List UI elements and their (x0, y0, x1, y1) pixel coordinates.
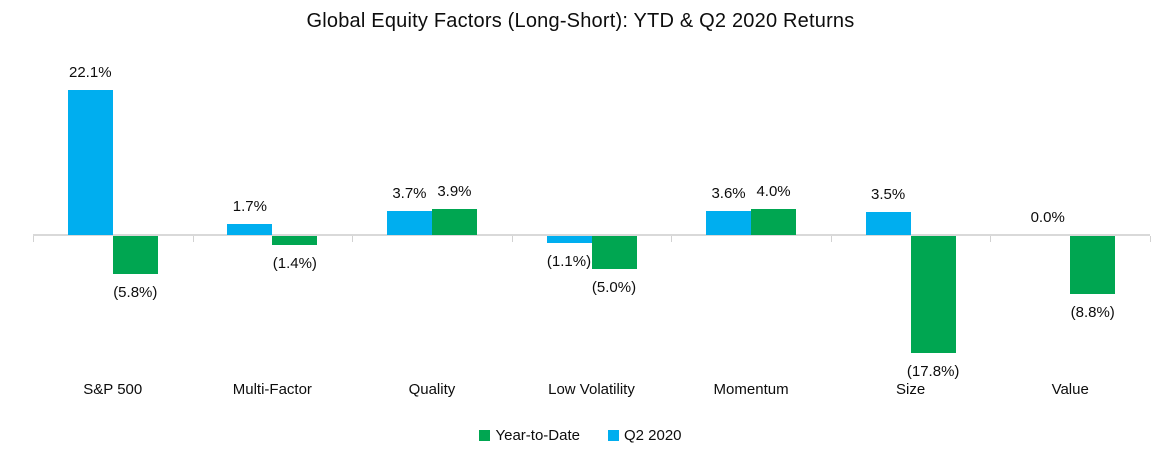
axis-tick (831, 236, 832, 242)
value-label: (5.0%) (591, 278, 637, 296)
axis-tick (193, 236, 194, 242)
value-label: 0.0% (1030, 209, 1065, 226)
value-label: (5.8%) (113, 284, 158, 302)
axis-tick (33, 236, 34, 242)
value-label: 4.0% (756, 182, 791, 200)
bar-q2-2020-multi-factor (227, 223, 273, 235)
axis-tick (671, 236, 672, 242)
legend-swatch-icon (607, 430, 619, 441)
value-label: (1.4%) (272, 255, 317, 273)
bar-year-to-date-low-volatility (591, 236, 637, 269)
legend-swatch-icon (479, 430, 491, 441)
category-label-size: Size (896, 381, 926, 398)
category-label-multi-factor: Multi-Factor (232, 381, 312, 398)
category-label-momentum: Momentum (713, 381, 789, 398)
legend: Year-to-Date Q2 2020 (0, 427, 1161, 444)
bar-year-to-date-multi-factor (272, 236, 318, 246)
legend-label: Year-to-Date (495, 427, 580, 444)
category-label-value: Value (1051, 381, 1089, 398)
axis-tick (512, 236, 513, 242)
bar-year-to-date-s-p-500 (112, 236, 158, 275)
value-label: 22.1% (69, 64, 112, 82)
bar-q2-2020-quality (386, 210, 432, 235)
bar-year-to-date-momentum (751, 208, 797, 235)
value-label: (17.8%) (906, 362, 960, 380)
category-label-quality: Quality (408, 381, 456, 398)
x-axis-line (33, 234, 1150, 236)
axis-tick (990, 236, 991, 242)
bar-year-to-date-quality (431, 209, 477, 235)
axis-tick (352, 236, 353, 242)
legend-item-year-to-date: Year-to-Date (479, 427, 580, 444)
value-label: 1.7% (232, 197, 267, 215)
value-label: (1.1%) (546, 253, 592, 271)
bar-q2-2020-size (865, 212, 911, 235)
value-label: 3.7% (392, 184, 427, 202)
bar-q2-2020-low-volatility (546, 236, 592, 244)
bar-q2-2020-momentum (706, 211, 752, 235)
category-label-s-p-500: S&P 500 (83, 381, 143, 398)
value-label: 3.6% (711, 185, 746, 203)
chart-title: Global Equity Factors (Long-Short): YTD … (306, 10, 855, 32)
value-label: 3.9% (437, 183, 472, 201)
bar-q2-2020-s-p-500 (67, 90, 113, 235)
legend-label: Q2 2020 (623, 427, 682, 444)
bar-year-to-date-value (1070, 236, 1116, 294)
legend-item-q2-2020: Q2 2020 (607, 427, 682, 444)
category-label-low-volatility: Low Volatility (548, 381, 635, 398)
bar-year-to-date-size (910, 236, 956, 353)
value-label: (8.8%) (1070, 303, 1115, 321)
value-label: 3.5% (871, 186, 906, 204)
axis-tick (1150, 236, 1151, 242)
